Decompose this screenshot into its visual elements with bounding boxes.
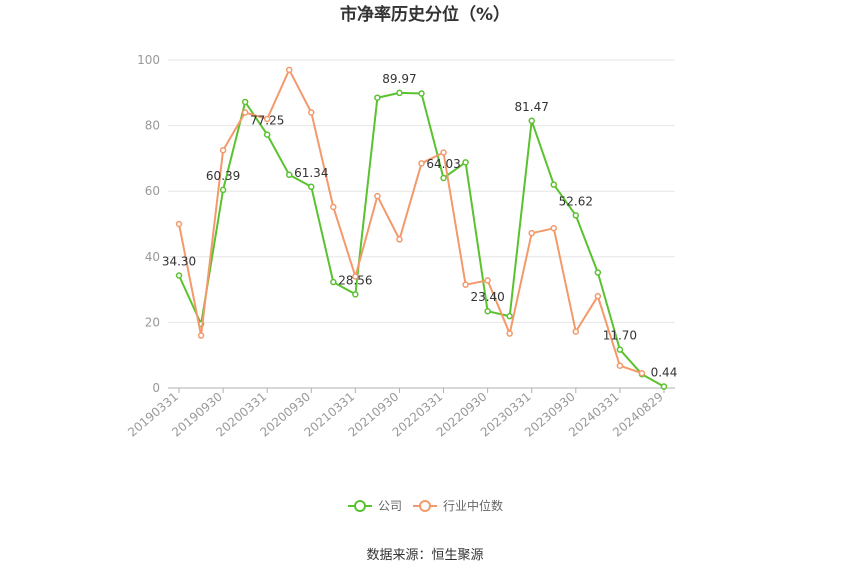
series-1-point-4 xyxy=(263,115,271,123)
series-1-point-3 xyxy=(241,109,249,116)
legend-item-company[interactable]: 公司 xyxy=(348,499,402,513)
series-0-point-17 xyxy=(550,181,558,188)
series-line-1 xyxy=(178,68,643,375)
y-tick-label-0: 0 xyxy=(152,381,160,395)
series-1-point-1 xyxy=(197,332,205,339)
series-1-point-13 xyxy=(462,281,469,288)
series-1-point-7 xyxy=(330,203,337,211)
series-0-point-22 xyxy=(660,383,668,390)
series-0-point-14 xyxy=(484,307,491,315)
legend-label-company: 公司 xyxy=(378,499,402,513)
series-1-point-5 xyxy=(285,66,293,74)
data-label-14: 23.40 xyxy=(470,290,504,304)
legend-item-industry-median[interactable]: 行业中位数 xyxy=(413,498,503,513)
series-0-point-5 xyxy=(285,171,293,179)
data-label-0: 34.30 xyxy=(162,254,196,268)
series-1-point-9 xyxy=(374,192,381,200)
data-label-4: 77.25 xyxy=(250,114,284,128)
series-0-point-7 xyxy=(330,278,337,286)
series-0-point-19 xyxy=(594,269,602,276)
data-label-18: 52.62 xyxy=(559,194,593,208)
series-0-point-13 xyxy=(462,159,469,166)
data-label-10: 89.97 xyxy=(382,72,416,86)
series-0-point-2 xyxy=(219,186,227,194)
series-1-point-14 xyxy=(484,277,491,284)
data-source: 数据来源：恒生聚源 xyxy=(366,548,483,563)
series-1-point-2 xyxy=(219,146,227,154)
series-0-point-3 xyxy=(241,98,249,106)
series-1-point-16 xyxy=(528,229,535,237)
data-label-20: 11.70 xyxy=(603,329,637,343)
series-0-point-4 xyxy=(263,131,271,138)
series-1-point-6 xyxy=(308,109,315,116)
series-0-point-10 xyxy=(396,89,403,97)
series-0-point-18 xyxy=(572,212,580,219)
series-1-point-18 xyxy=(572,328,580,335)
series-1-point-21 xyxy=(638,369,646,377)
y-tick-label-40: 40 xyxy=(145,250,160,264)
y-tick-label-20: 20 xyxy=(145,315,160,329)
series-1-point-8 xyxy=(352,273,359,280)
series-1-point-12 xyxy=(440,149,447,156)
series-0-point-9 xyxy=(374,94,381,101)
axes: 0204060801002019033120190930202003312020… xyxy=(125,53,675,440)
series-0-point-20 xyxy=(616,346,624,353)
legend: 公司 行业中位数 xyxy=(348,498,503,513)
grid xyxy=(168,59,675,323)
series-1-point-20 xyxy=(616,362,624,369)
series-0-point-8 xyxy=(352,291,359,298)
chart-title: 市净率历史分位（%） xyxy=(340,4,510,25)
series-0-point-6 xyxy=(308,183,315,191)
series-0-point-15 xyxy=(506,312,513,320)
series-1-point-15 xyxy=(506,330,513,337)
data-labels: 34.30 60.39 77.25 61.34 28.56 89.97 64.03 23.40… xyxy=(162,72,677,380)
data-label-16: 81.47 xyxy=(515,100,549,114)
legend-label-industry-median: 行业中位数 xyxy=(443,498,503,513)
series-1-point-11 xyxy=(418,160,425,167)
data-label-8: 28.56 xyxy=(338,273,372,287)
data-label-6: 61.34 xyxy=(294,166,328,180)
series-0-point-0 xyxy=(175,272,183,279)
series-layer xyxy=(175,66,668,390)
series-0-point-16 xyxy=(528,117,535,125)
series-0-point-11 xyxy=(418,90,425,97)
series-1-point-10 xyxy=(396,236,403,243)
series-line-0 xyxy=(178,91,665,388)
y-tick-label-60: 60 xyxy=(145,184,160,198)
y-tick-label-80: 80 xyxy=(145,119,160,133)
data-label-2: 60.39 xyxy=(206,169,240,183)
series-1-point-19 xyxy=(594,292,602,300)
data-label-22: 0.44 xyxy=(651,366,678,380)
series-1-point-17 xyxy=(550,225,558,232)
series-0-point-12 xyxy=(440,174,447,182)
y-tick-label-100: 100 xyxy=(137,53,160,67)
data-label-12: 64.03 xyxy=(426,157,460,171)
series-1-point-0 xyxy=(175,220,183,228)
